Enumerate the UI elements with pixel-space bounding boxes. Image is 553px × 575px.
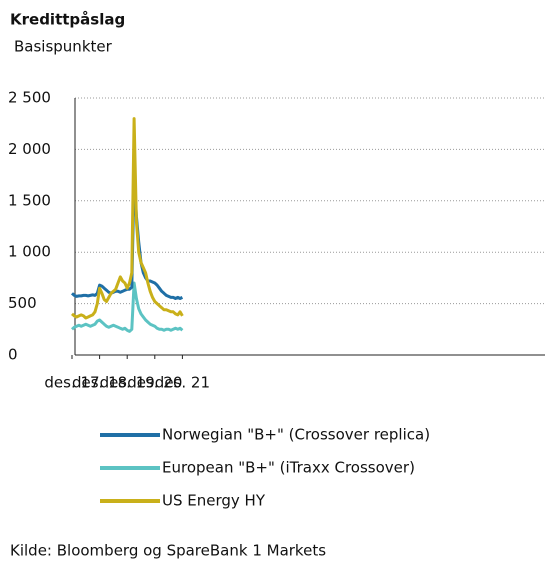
x-tick-label: des. 19 xyxy=(100,374,155,392)
series-line xyxy=(70,281,184,333)
x-tick-label: des. 18 xyxy=(72,374,127,392)
legend-label: US Energy HY xyxy=(162,492,266,510)
legend-label: Norwegian "B+" (Crossover replica) xyxy=(162,426,430,444)
legend-label: European "B+" (iTraxx Crossover) xyxy=(162,459,415,477)
series-line xyxy=(71,117,184,320)
y-tick-label: 1 000 xyxy=(8,243,51,261)
y-tick-label: 2 000 xyxy=(8,140,51,158)
y-tick-label: 0 xyxy=(8,346,18,364)
y-tick-label: 2 500 xyxy=(8,89,51,107)
series-line xyxy=(70,173,184,300)
source-note: Kilde: Bloomberg og SpareBank 1 Markets xyxy=(10,542,326,560)
y-tick-label: 500 xyxy=(8,294,37,312)
chart-subtitle: Basispunkter xyxy=(14,38,113,56)
y-tick-label: 1 500 xyxy=(8,191,51,209)
x-tick-label: des. 20 xyxy=(127,374,182,392)
chart-title: Kredittpåslag xyxy=(10,11,125,29)
x-tick-label: des. 17 xyxy=(44,374,99,392)
x-tick-label: des. 21 xyxy=(155,374,210,392)
